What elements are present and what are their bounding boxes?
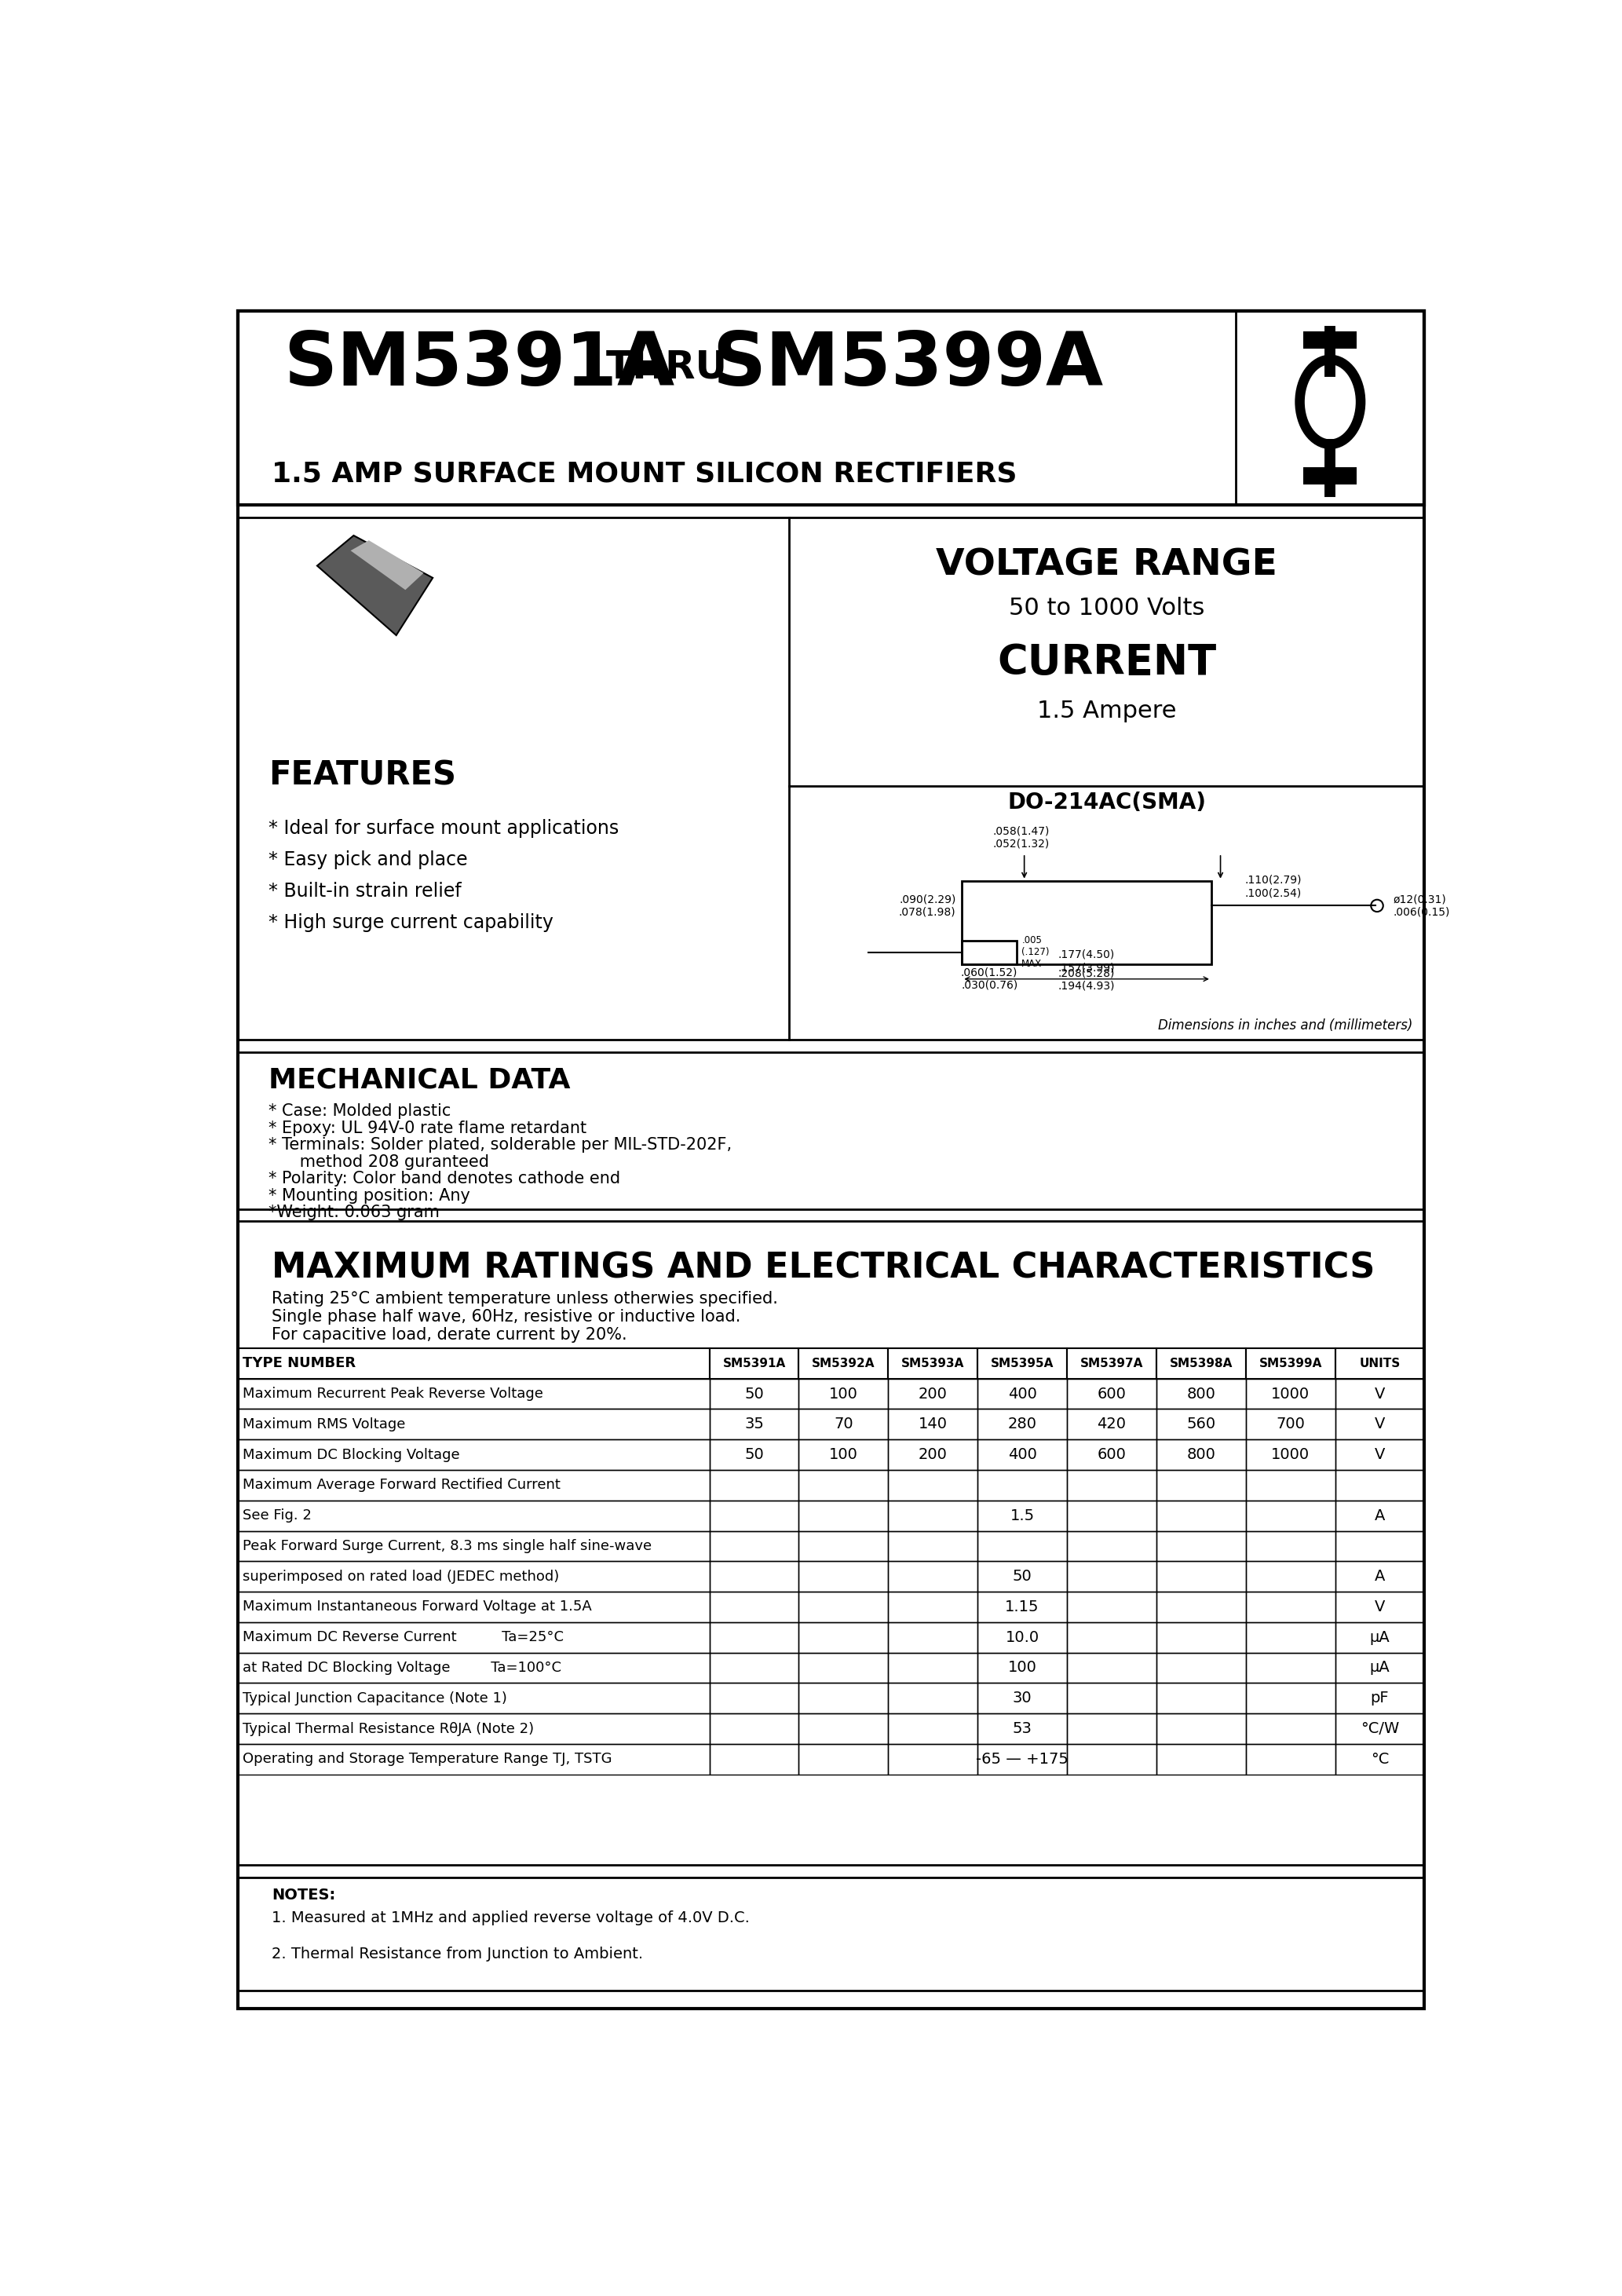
Bar bbox=[798, 1683, 889, 1713]
Bar bbox=[1156, 1378, 1246, 1410]
Bar bbox=[1067, 1440, 1156, 1469]
Text: CURRENT: CURRENT bbox=[998, 643, 1216, 682]
Text: NOTES:: NOTES: bbox=[271, 1887, 336, 1903]
Bar bbox=[978, 1469, 1067, 1499]
Bar bbox=[238, 1469, 709, 1499]
Text: 200: 200 bbox=[918, 1446, 947, 1463]
Text: V: V bbox=[1374, 1600, 1385, 1614]
Bar bbox=[1067, 1683, 1156, 1713]
Text: 1.5 Ampere: 1.5 Ampere bbox=[1036, 700, 1176, 723]
Text: Dimensions in inches and (millimeters): Dimensions in inches and (millimeters) bbox=[1158, 1019, 1413, 1033]
Text: 1000: 1000 bbox=[1272, 1446, 1309, 1463]
Text: .005
(.127)
MAX: .005 (.127) MAX bbox=[1022, 934, 1049, 969]
Bar bbox=[978, 1683, 1067, 1713]
Bar bbox=[1335, 1561, 1424, 1591]
Bar bbox=[1246, 1683, 1335, 1713]
Text: Single phase half wave, 60Hz, resistive or inductive load.: Single phase half wave, 60Hz, resistive … bbox=[271, 1309, 741, 1325]
Bar bbox=[238, 1052, 1424, 1210]
Bar bbox=[1067, 1410, 1156, 1440]
Bar bbox=[889, 1469, 978, 1499]
Text: 100: 100 bbox=[829, 1446, 858, 1463]
Bar bbox=[978, 1591, 1067, 1623]
Text: 560: 560 bbox=[1186, 1417, 1215, 1433]
Text: SM5392A: SM5392A bbox=[813, 1357, 876, 1368]
Bar bbox=[238, 1745, 709, 1775]
Text: 50: 50 bbox=[1012, 1568, 1032, 1584]
Bar bbox=[1246, 1531, 1335, 1561]
Text: 100: 100 bbox=[1007, 1660, 1036, 1676]
Bar bbox=[1156, 1531, 1246, 1561]
Bar bbox=[709, 1531, 798, 1561]
Text: 70: 70 bbox=[834, 1417, 853, 1433]
Bar bbox=[889, 1623, 978, 1653]
Text: TYPE NUMBER: TYPE NUMBER bbox=[242, 1357, 355, 1371]
Text: 800: 800 bbox=[1187, 1387, 1215, 1401]
Bar bbox=[1246, 1469, 1335, 1499]
Bar bbox=[978, 1623, 1067, 1653]
Text: 400: 400 bbox=[1007, 1446, 1036, 1463]
Bar bbox=[1246, 1348, 1335, 1378]
Text: Maximum Average Forward Rectified Current: Maximum Average Forward Rectified Curren… bbox=[242, 1479, 560, 1492]
Bar bbox=[238, 1683, 709, 1713]
Bar bbox=[889, 1591, 978, 1623]
Bar bbox=[1156, 1440, 1246, 1469]
Bar bbox=[1246, 1378, 1335, 1410]
Bar bbox=[798, 1440, 889, 1469]
Bar bbox=[1156, 1653, 1246, 1683]
Text: * Mounting position: Any: * Mounting position: Any bbox=[269, 1187, 470, 1203]
Text: V: V bbox=[1374, 1446, 1385, 1463]
Bar bbox=[1335, 1410, 1424, 1440]
Polygon shape bbox=[318, 535, 433, 636]
Text: 1. Measured at 1MHz and applied reverse voltage of 4.0V D.C.: 1. Measured at 1MHz and applied reverse … bbox=[271, 1910, 749, 1926]
Text: A: A bbox=[1374, 1508, 1385, 1522]
Bar bbox=[238, 1623, 709, 1653]
Bar bbox=[962, 882, 1212, 964]
Bar bbox=[238, 1410, 709, 1440]
Polygon shape bbox=[350, 540, 423, 590]
Bar bbox=[1335, 1623, 1424, 1653]
Bar bbox=[798, 1623, 889, 1653]
Bar bbox=[1067, 1623, 1156, 1653]
Bar bbox=[798, 1348, 889, 1378]
Text: 2. Thermal Resistance from Junction to Ambient.: 2. Thermal Resistance from Junction to A… bbox=[271, 1947, 642, 1961]
Bar bbox=[1335, 1591, 1424, 1623]
Bar bbox=[1067, 1713, 1156, 1745]
Text: 400: 400 bbox=[1007, 1387, 1036, 1401]
Bar bbox=[1246, 1623, 1335, 1653]
Text: method 208 guranteed: method 208 guranteed bbox=[269, 1155, 490, 1169]
Bar bbox=[1335, 1440, 1424, 1469]
Bar bbox=[1246, 1499, 1335, 1531]
Text: Maximum Recurrent Peak Reverse Voltage: Maximum Recurrent Peak Reverse Voltage bbox=[242, 1387, 543, 1401]
Text: -65 — +175: -65 — +175 bbox=[976, 1752, 1069, 1766]
Bar bbox=[1335, 1713, 1424, 1745]
Bar bbox=[709, 1561, 798, 1591]
Text: * Epoxy: UL 94V-0 rate flame retardant: * Epoxy: UL 94V-0 rate flame retardant bbox=[269, 1120, 587, 1137]
Bar bbox=[709, 1713, 798, 1745]
Text: Operating and Storage Temperature Range TJ, TSTG: Operating and Storage Temperature Range … bbox=[242, 1752, 611, 1766]
Text: * Built-in strain relief: * Built-in strain relief bbox=[269, 882, 461, 900]
Text: 800: 800 bbox=[1187, 1446, 1215, 1463]
Text: μA: μA bbox=[1369, 1660, 1390, 1676]
Bar bbox=[709, 1653, 798, 1683]
Bar bbox=[1067, 1745, 1156, 1775]
Text: .060(1.52)
.030(0.76): .060(1.52) .030(0.76) bbox=[960, 967, 1017, 990]
Text: 140: 140 bbox=[918, 1417, 947, 1433]
Bar bbox=[1156, 1745, 1246, 1775]
Bar bbox=[1246, 1745, 1335, 1775]
Text: Maximum RMS Voltage: Maximum RMS Voltage bbox=[242, 1417, 406, 1430]
Text: Maximum DC Blocking Voltage: Maximum DC Blocking Voltage bbox=[242, 1446, 459, 1463]
Text: Maximum DC Reverse Current          Ta=25°C: Maximum DC Reverse Current Ta=25°C bbox=[242, 1630, 563, 1644]
Text: Peak Forward Surge Current, 8.3 ms single half sine-wave: Peak Forward Surge Current, 8.3 ms singl… bbox=[242, 1538, 652, 1552]
Bar bbox=[1067, 1348, 1156, 1378]
Text: SM5395A: SM5395A bbox=[991, 1357, 1054, 1368]
Bar bbox=[709, 1499, 798, 1531]
Bar bbox=[1335, 1469, 1424, 1499]
Bar bbox=[238, 310, 1424, 505]
Bar bbox=[1156, 1561, 1246, 1591]
Bar bbox=[1156, 1499, 1246, 1531]
Text: * High surge current capability: * High surge current capability bbox=[269, 914, 553, 932]
Text: .208(5.28)
.194(4.93): .208(5.28) .194(4.93) bbox=[1058, 967, 1114, 992]
Bar bbox=[1246, 1591, 1335, 1623]
Bar bbox=[709, 1410, 798, 1440]
Text: 1.15: 1.15 bbox=[1006, 1600, 1040, 1614]
